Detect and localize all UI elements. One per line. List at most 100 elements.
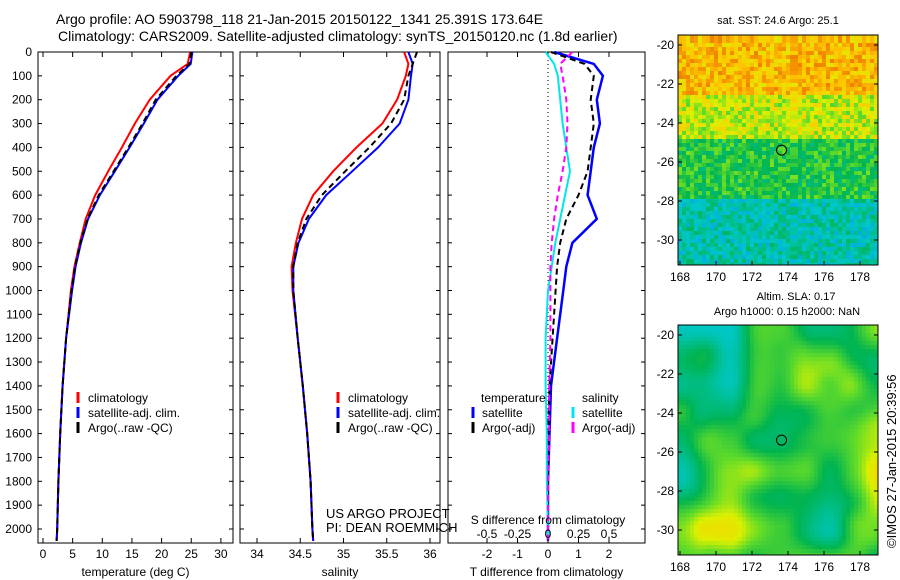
y-tick-label: 500 xyxy=(12,164,32,178)
x-axis-label: T difference from climatology xyxy=(470,565,624,579)
y-tick-label: 1500 xyxy=(5,403,32,417)
x-tick-label: 176 xyxy=(814,270,834,284)
legend-label: satellite-adj. clim. xyxy=(348,406,440,420)
y-tick-label: 400 xyxy=(12,140,32,154)
y-tick-label: 1900 xyxy=(5,498,32,512)
legend-label: Argo(..raw -QC) xyxy=(348,421,433,435)
legend-label: satellite xyxy=(482,406,523,420)
map-subtitle: Argo h1000: 0.15 h2000: NaN xyxy=(714,306,860,318)
y-tick-label: 900 xyxy=(12,260,32,274)
x-tick-label: 172 xyxy=(742,560,762,574)
y-tick-label: 600 xyxy=(12,188,32,202)
imos-stamp: ©IMOS 27-Jan-2015 20:39:56 xyxy=(884,374,899,548)
y-tick-label: -20 xyxy=(657,38,675,52)
legend-label: climatology xyxy=(88,391,148,405)
x-tick-label: 30 xyxy=(214,547,228,561)
salinity-series-argo---raw--qc- xyxy=(292,51,418,541)
y-tick-label: -30 xyxy=(657,523,675,537)
y-tick-label: -30 xyxy=(657,233,675,247)
x-tick-label: 168 xyxy=(670,270,690,284)
diff-series-s-satellite xyxy=(544,51,572,541)
x-tick-label: 25 xyxy=(185,547,199,561)
temperature-frame xyxy=(37,51,234,544)
x2-tick-label: 0.5 xyxy=(601,527,618,541)
legend-title-temperature: temperature xyxy=(481,391,546,405)
y-tick-label: -22 xyxy=(657,367,675,381)
x-tick-label: 168 xyxy=(670,560,690,574)
x-axis-label: temperature (deg C) xyxy=(81,565,189,579)
y-tick-label: 700 xyxy=(12,212,32,226)
y-tick-label: -26 xyxy=(657,445,675,459)
argo-location-marker xyxy=(776,144,788,156)
y-tick-label: -22 xyxy=(657,77,675,91)
y-tick-label: 1000 xyxy=(5,284,32,298)
y-tick-label: 2000 xyxy=(5,522,32,536)
y-tick-label: -20 xyxy=(657,328,675,342)
x-tick-label: 35.5 xyxy=(375,547,399,561)
y-tick-label: 800 xyxy=(12,236,32,250)
sla-map-image xyxy=(678,325,878,555)
x-tick-label: 5 xyxy=(69,547,76,561)
x-tick-label: 174 xyxy=(778,560,798,574)
figure-subtitle: Climatology: CARS2009. Satellite-adjuste… xyxy=(58,28,618,44)
x-tick-label: 20 xyxy=(155,547,169,561)
y-tick-label: 1600 xyxy=(5,427,32,441)
legend-label: climatology xyxy=(348,391,408,405)
x-tick-label: 35 xyxy=(337,547,351,561)
x-tick-label: 2 xyxy=(606,547,613,561)
legend-label: satellite xyxy=(582,406,623,420)
legend-label: Argo(..raw -QC) xyxy=(88,421,173,435)
x-tick-label: 0 xyxy=(40,547,47,561)
argo-location-marker xyxy=(776,434,788,446)
x-tick-label: 170 xyxy=(706,560,726,574)
sst-map-image xyxy=(678,35,878,265)
x-tick-label: 1 xyxy=(575,547,582,561)
temperature-series-argo---raw--qc- xyxy=(55,51,193,541)
x2-tick-label: -0.25 xyxy=(504,527,532,541)
x-tick-label: 170 xyxy=(706,270,726,284)
y-tick-label: 0 xyxy=(25,45,32,59)
diff-series-t-argo--adj- xyxy=(547,51,595,541)
y-tick-label: -24 xyxy=(657,116,675,130)
x-tick-label: 34.5 xyxy=(289,547,313,561)
x-tick-label: 174 xyxy=(778,270,798,284)
pi-label: PI: DEAN ROEMMICH xyxy=(326,520,458,535)
legend-label: Argo(-adj) xyxy=(582,421,635,435)
y-tick-label: 1200 xyxy=(5,331,32,345)
legend-label: Argo(-adj) xyxy=(482,421,535,435)
y-tick-label: 100 xyxy=(12,69,32,83)
y-tick-label: 1800 xyxy=(5,474,32,488)
project-label: US ARGO PROJECT xyxy=(326,506,450,521)
x-tick-label: 0 xyxy=(545,547,552,561)
y-tick-label: 200 xyxy=(12,93,32,107)
x-axis-label: salinity xyxy=(322,565,359,579)
y-tick-label: -28 xyxy=(657,484,675,498)
x2-axis-label: S difference from climatology xyxy=(471,513,626,527)
map-title: sat. SST: 24.6 Argo: 25.1 xyxy=(717,15,839,27)
legend-title-salinity: salinity xyxy=(582,391,619,405)
x-tick-label: 10 xyxy=(96,547,110,561)
y-tick-label: 1300 xyxy=(5,355,32,369)
x-tick-label: 172 xyxy=(742,270,762,284)
y-tick-label: 1700 xyxy=(5,450,32,464)
y-tick-label: -26 xyxy=(657,155,675,169)
x2-tick-label: 0.25 xyxy=(567,527,591,541)
sla-map-frame xyxy=(677,324,879,556)
x2-tick-label: 0 xyxy=(545,527,552,541)
y-tick-label: -28 xyxy=(657,194,675,208)
y-tick-label: -24 xyxy=(657,406,675,420)
figure-title: Argo profile: AO 5903798_118 21-Jan-2015… xyxy=(56,11,544,27)
y-tick-label: 1100 xyxy=(6,307,32,321)
x-tick-label: 34 xyxy=(250,547,264,561)
map-title: Altim. SLA: 0.17 xyxy=(757,291,836,303)
y-tick-label: 300 xyxy=(12,117,32,131)
y-tick-label: 1400 xyxy=(5,379,32,393)
diff-series-s-argo--adj- xyxy=(547,51,574,541)
x-tick-label: 15 xyxy=(125,547,139,561)
legend-label: satellite-adj. clim. xyxy=(88,406,180,420)
diff-series-t-satellite xyxy=(546,50,605,541)
salinity-frame xyxy=(239,51,441,544)
